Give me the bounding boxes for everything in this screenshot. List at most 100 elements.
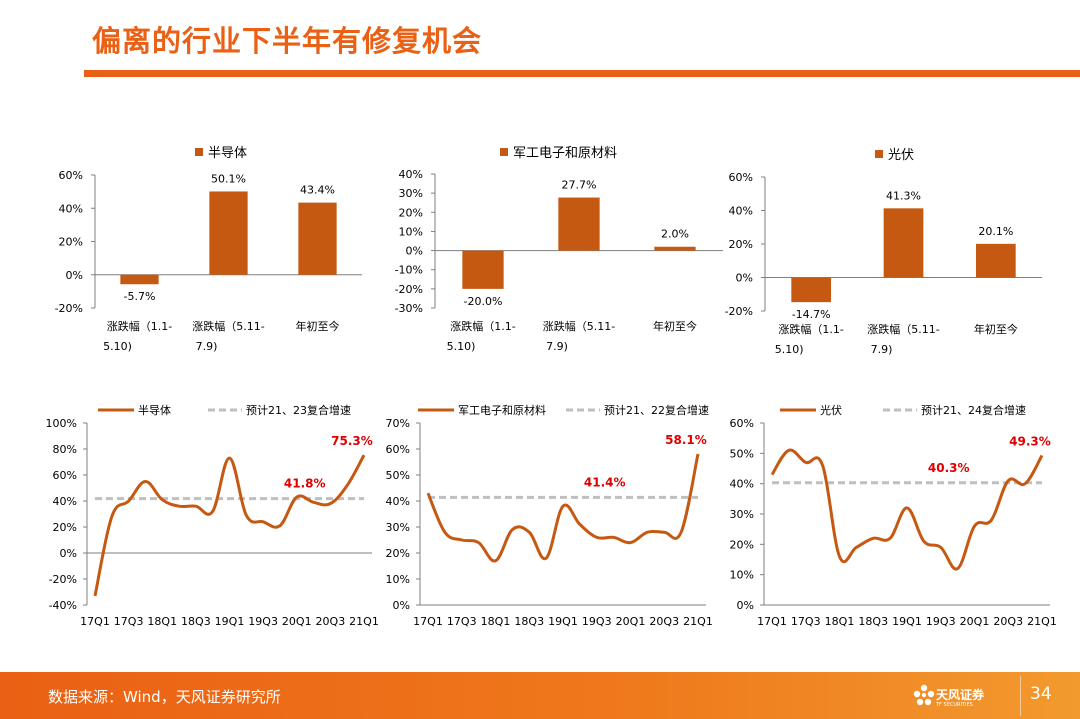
data-label: 27.7% xyxy=(562,179,597,192)
y-tick-label: 80% xyxy=(53,443,77,456)
y-tick-label: 30% xyxy=(399,187,423,200)
bar xyxy=(462,250,504,289)
y-tick-label: 20% xyxy=(399,206,423,219)
bar xyxy=(654,246,696,251)
y-tick-label: 70% xyxy=(386,417,410,430)
y-tick-label: -20% xyxy=(55,302,83,315)
y-tick-label: 60% xyxy=(59,169,83,182)
category-label: 涨跌幅（1.1- xyxy=(778,322,843,336)
page-title: 偏离的行业下半年有修复机会 xyxy=(92,24,483,58)
y-tick-label: 30% xyxy=(730,508,754,521)
x-tick-label: 20Q1 xyxy=(616,615,646,628)
footer-divider xyxy=(1020,676,1021,716)
y-tick-label: 10% xyxy=(730,569,754,582)
category-label: 7.9) xyxy=(546,340,568,353)
x-tick-label: 17Q3 xyxy=(791,615,821,628)
legend-label: 军工电子和原材料 xyxy=(458,403,546,417)
x-tick-label: 17Q1 xyxy=(757,615,787,628)
y-tick-label: 30% xyxy=(386,521,410,534)
title-underline xyxy=(84,70,1080,77)
bar xyxy=(209,191,248,275)
category-label: 涨跌幅（5.11- xyxy=(192,319,264,333)
data-label: -14.7% xyxy=(792,308,831,321)
y-tick-label: 0% xyxy=(60,547,77,560)
category-label: 涨跌幅（1.1- xyxy=(450,319,515,333)
x-tick-label: 20Q3 xyxy=(993,615,1023,628)
annotation-label: 75.3% xyxy=(331,434,373,448)
semiconductor-bar-chart: -20% 0% 20% 40% 60% -5.7% 涨跌幅（1.1- 5.10) 50.1% 涨跌… xyxy=(55,146,362,353)
annotation-label: 58.1% xyxy=(665,433,707,447)
category-label: 涨跌幅（5.11- xyxy=(543,319,615,333)
y-tick-label: 10% xyxy=(386,573,410,586)
series-line xyxy=(426,453,700,563)
x-tick-label: 19Q3 xyxy=(248,615,278,628)
x-tick-label: 21Q1 xyxy=(1027,615,1057,628)
series-line xyxy=(93,454,366,597)
data-label: -20.0% xyxy=(464,295,503,308)
y-tick-label: 20% xyxy=(729,238,753,251)
x-tick-label: 18Q1 xyxy=(147,615,177,628)
y-tick-label: -10% xyxy=(395,264,423,277)
tf-securities-logo-icon xyxy=(913,684,935,706)
legend-swatch xyxy=(500,148,508,156)
y-tick-label: -20% xyxy=(725,305,753,318)
category-label: 年初至今 xyxy=(974,322,1018,336)
y-tick-label: 60% xyxy=(730,417,754,430)
y-tick-label: -20% xyxy=(395,283,423,296)
category-label: 年初至今 xyxy=(296,319,340,333)
footer-bar xyxy=(0,672,1080,719)
y-tick-label: 60% xyxy=(53,469,77,482)
data-label: -5.7% xyxy=(124,290,156,303)
military-electronics-growth-line-chart: 0% 10% 20% 30% 40% 50% 60% 70% 17Q1 17Q3 18Q1 18Q3 1… xyxy=(386,403,713,628)
y-tick-label: 60% xyxy=(729,171,753,184)
photovoltaic-growth-line-chart: 0% 10% 20% 30% 40% 50% 60% 17Q1 17Q3 18Q1 18Q3 19Q1… xyxy=(730,403,1057,628)
x-tick-label: 20Q1 xyxy=(282,615,312,628)
legend-label: 预计21、22复合增速 xyxy=(604,403,709,417)
legend-label: 半导体 xyxy=(208,146,247,161)
category-label: 5.10) xyxy=(447,340,476,353)
y-tick-label: 40% xyxy=(729,205,753,218)
bar xyxy=(883,208,924,278)
category-label: 涨跌幅（5.11- xyxy=(867,322,939,336)
y-tick-label: 0% xyxy=(66,269,83,282)
y-tick-label: 50% xyxy=(386,469,410,482)
x-tick-label: 19Q3 xyxy=(582,615,612,628)
x-tick-label: 21Q1 xyxy=(683,615,713,628)
x-tick-label: 18Q3 xyxy=(514,615,544,628)
x-tick-label: 17Q3 xyxy=(447,615,477,628)
data-label: 2.0% xyxy=(661,228,689,241)
annotation-label: 40.3% xyxy=(928,461,970,475)
category-label: 5.10) xyxy=(103,340,132,353)
annotation-label: 41.8% xyxy=(284,477,326,491)
x-tick-label: 18Q1 xyxy=(481,615,511,628)
bar xyxy=(120,274,159,285)
y-tick-label: -30% xyxy=(395,302,423,315)
legend-swatch xyxy=(195,148,203,156)
data-label: 50.1% xyxy=(211,172,246,185)
photovoltaic-bar-chart: -20% 0% 20% 40% 60% -14.7%涨跌幅（1.1- 5.10) 41.3% 涨… xyxy=(725,148,1042,356)
data-source-note: 数据来源：Wind，天风证券研究所 xyxy=(48,688,281,706)
y-tick-label: 40% xyxy=(399,168,423,181)
data-label: 20.1% xyxy=(978,225,1013,238)
y-tick-label: 20% xyxy=(59,236,83,249)
y-tick-label: -40% xyxy=(49,599,77,612)
category-label: 年初至今 xyxy=(653,319,697,333)
x-tick-label: 19Q1 xyxy=(548,615,578,628)
legend-label: 光伏 xyxy=(888,148,914,163)
y-tick-label: 50% xyxy=(730,447,754,460)
x-tick-label: 19Q1 xyxy=(892,615,922,628)
category-label: 5.10) xyxy=(775,343,804,356)
x-tick-label: 19Q3 xyxy=(926,615,956,628)
x-tick-label: 20Q1 xyxy=(960,615,990,628)
annotation-label: 41.4% xyxy=(584,475,626,489)
y-tick-label: 20% xyxy=(730,538,754,551)
x-tick-label: 18Q3 xyxy=(858,615,888,628)
y-tick-label: 60% xyxy=(386,443,410,456)
y-tick-label: 40% xyxy=(53,495,77,508)
legend-label: 半导体 xyxy=(138,403,171,417)
y-tick-label: 40% xyxy=(730,478,754,491)
y-tick-label: 0% xyxy=(737,599,754,612)
legend-swatch xyxy=(875,150,883,158)
bar xyxy=(975,243,1016,278)
legend-label: 光伏 xyxy=(820,403,842,417)
